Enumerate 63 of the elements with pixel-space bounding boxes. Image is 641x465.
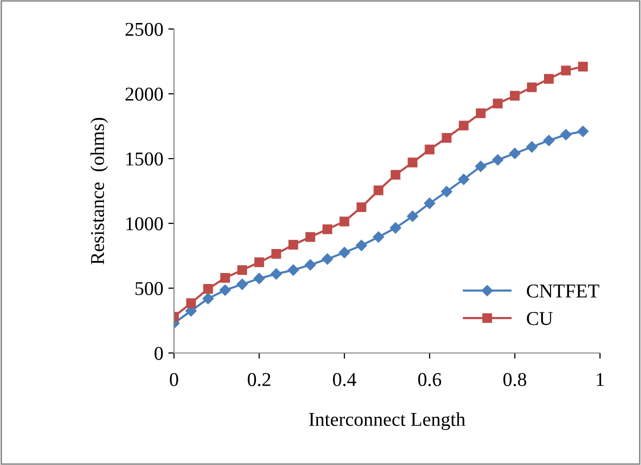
point: [288, 264, 299, 276]
point: [220, 272, 230, 283]
point: [560, 129, 572, 140]
x-tick-label: 0.8: [503, 373, 526, 386]
point: [304, 259, 316, 270]
point: [186, 298, 196, 308]
point: [492, 154, 504, 166]
point: [236, 278, 248, 290]
point: [254, 257, 264, 268]
point: [442, 133, 452, 143]
point: [322, 253, 333, 265]
legend-label: CNTFET: [526, 284, 600, 298]
point: [220, 284, 231, 296]
point: [202, 292, 214, 304]
point: [544, 74, 554, 84]
point: [577, 126, 589, 137]
point: [338, 246, 350, 258]
point: [543, 134, 554, 146]
y-tick-label: 2000: [126, 88, 163, 101]
point: [408, 158, 418, 168]
point: [390, 170, 400, 180]
point: [441, 186, 452, 198]
point: [424, 198, 436, 209]
point: [561, 66, 571, 76]
x-tick-label: 1: [596, 373, 604, 386]
point: [322, 224, 332, 234]
y-tick-label: 1000: [126, 217, 163, 230]
point: [526, 82, 537, 92]
point: [424, 144, 434, 154]
point: [271, 248, 282, 259]
point: [288, 240, 298, 250]
point: [254, 272, 265, 284]
point: [509, 148, 520, 160]
y-tick-label: 2500: [126, 22, 163, 36]
y-tick-label: 1500: [126, 152, 163, 166]
x-tick-label: 0.4: [332, 373, 356, 386]
point: [526, 141, 538, 153]
x-axis-title: Interconnect Length: [309, 412, 466, 430]
point: [476, 108, 486, 118]
y-tick-label: 0: [154, 346, 163, 360]
point: [305, 232, 316, 242]
x-tick-label: 0.6: [418, 373, 442, 386]
point: [372, 231, 384, 243]
point: [578, 62, 588, 72]
point: [510, 90, 520, 101]
point: [356, 202, 366, 212]
point: [475, 160, 486, 172]
point: [237, 265, 248, 275]
x-tick-label: 0.2: [248, 373, 270, 386]
point: [458, 120, 469, 130]
legend-label: CU: [526, 312, 553, 326]
point: [390, 222, 402, 234]
y-axis-title: Resistance (ohms): [90, 118, 108, 264]
point: [203, 284, 213, 294]
x-tick-label: 0: [170, 373, 178, 386]
point: [406, 210, 418, 222]
point: [458, 174, 470, 185]
point: [356, 240, 368, 252]
point: [492, 98, 503, 108]
point: [374, 185, 384, 196]
y-tick-label: 500: [136, 282, 163, 296]
point: [340, 216, 350, 226]
point: [270, 268, 282, 280]
